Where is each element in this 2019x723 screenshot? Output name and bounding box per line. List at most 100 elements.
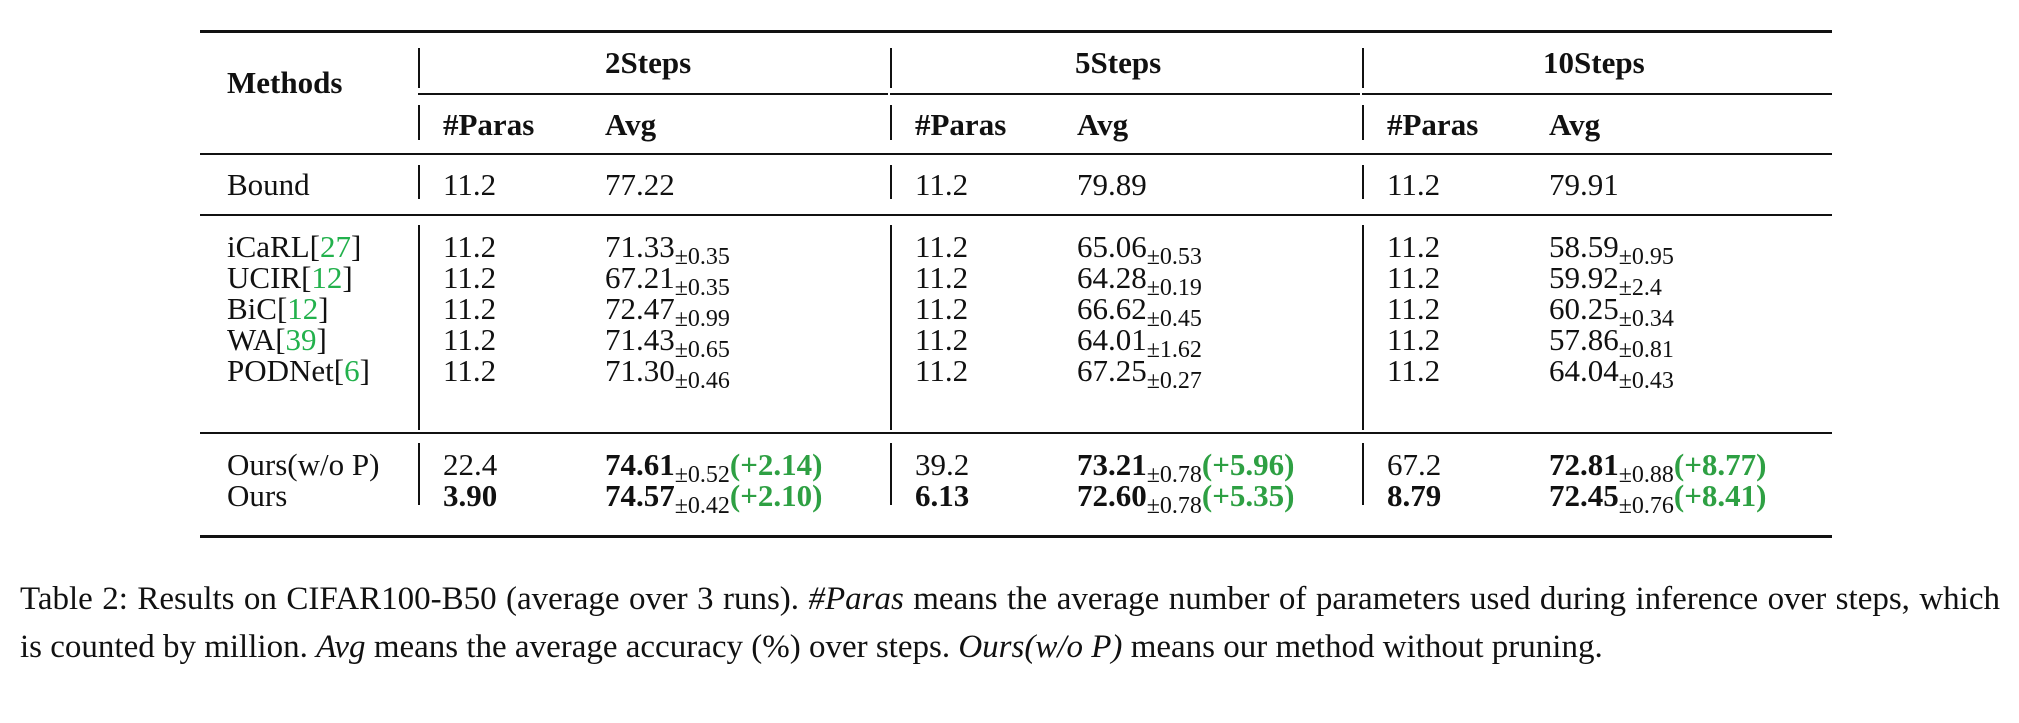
citation-ref: 12 <box>311 260 343 295</box>
cell-value: 3.90 <box>443 478 498 513</box>
cell-std: ±1.62 <box>1146 337 1202 363</box>
cell-value: 11.2 <box>443 229 497 264</box>
bound-avg-2: 77.22 <box>605 167 675 202</box>
cell-std: ±0.53 <box>1146 244 1202 270</box>
column-separator-0-0 <box>418 48 420 88</box>
cell-value: 72.60 <box>1077 478 1147 513</box>
baseline-method-4: PODNet[6] <box>227 353 370 388</box>
results-table: Methods 2Steps 5Steps 10Steps #Paras Avg… <box>200 30 1832 540</box>
ours-method-0: Ours(w/o P) <box>227 447 380 482</box>
cell-std: ±0.27 <box>1146 368 1202 394</box>
method-name: WA <box>227 322 276 357</box>
cell-value: 6.13 <box>915 478 970 513</box>
bound-avg-10: 79.91 <box>1549 167 1619 202</box>
cell-b1-4: 11.2 <box>1387 258 1440 298</box>
baseline-method-0: iCaRL[27] <box>227 229 362 264</box>
cell-o0-0: 22.4 <box>443 445 497 485</box>
cell-std: ±0.78 <box>1146 493 1202 519</box>
cell-value: 8.79 <box>1387 478 1442 513</box>
cell-value: 72.47 <box>605 291 675 326</box>
cell-value: 71.30 <box>605 353 675 388</box>
cell-b0-2: 11.2 <box>915 227 968 267</box>
methods-header: Methods <box>227 65 343 100</box>
cell-o0-1: 74.61±0.52(+2.14) <box>605 445 822 488</box>
column-separator-2-4 <box>1362 443 1364 505</box>
cell-o0-4: 67.2 <box>1387 445 1441 485</box>
caption-text-1: Table 2: Results on CIFAR100-B50 (averag… <box>20 581 809 617</box>
cell-std: ±0.34 <box>1618 306 1674 332</box>
bound-method: Bound <box>227 167 310 202</box>
cell-b0-4: 11.2 <box>1387 227 1440 267</box>
cell-value: 64.01 <box>1077 322 1147 357</box>
cell-b2-5: 60.25±0.34 <box>1549 289 1674 332</box>
cell-b3-3: 64.01±1.62 <box>1077 320 1202 363</box>
cell-b1-3: 64.28±0.19 <box>1077 258 1202 301</box>
cell-value: 58.59 <box>1549 229 1619 264</box>
cell-value: 11.2 <box>1387 260 1441 295</box>
cell-std: ±0.88 <box>1618 462 1674 488</box>
cell-b2-3: 66.62±0.45 <box>1077 289 1202 332</box>
cell-std: ±0.35 <box>674 244 730 270</box>
cell-value: 60.25 <box>1549 291 1619 326</box>
cell-b1-1: 67.21±0.35 <box>605 258 730 301</box>
cell-o1-4: 8.79 <box>1387 476 1441 516</box>
cell-b0-3: 65.06±0.53 <box>1077 227 1202 270</box>
cell-b4-4: 11.2 <box>1387 351 1440 391</box>
cell-delta: (+2.10) <box>729 478 823 513</box>
cell-value: 11.2 <box>915 353 969 388</box>
cell-std: ±0.65 <box>674 337 730 363</box>
cell-std: ±0.42 <box>674 493 730 519</box>
header-rule <box>200 153 1832 155</box>
method-name: BiC <box>227 291 277 326</box>
cell-value: 11.2 <box>915 260 969 295</box>
group-underline-10steps <box>1362 93 1832 95</box>
baseline-method-1: UCIR[12] <box>227 260 353 295</box>
cell-value: 67.21 <box>605 260 675 295</box>
cell-value: 73.21 <box>1077 447 1147 482</box>
caption-text-4: means our method without pruning. <box>1122 629 1603 665</box>
cell-value: 74.61 <box>605 447 675 482</box>
column-separator-1-1 <box>890 105 892 140</box>
cell-value: 57.86 <box>1549 322 1619 357</box>
group-2steps: 2Steps <box>605 45 692 80</box>
column-separator-2-2 <box>1362 165 1364 199</box>
cell-b2-4: 11.2 <box>1387 289 1440 329</box>
sub-avg-10: Avg <box>1549 107 1601 142</box>
citation-ref: 39 <box>285 322 317 357</box>
citation-ref: 12 <box>287 291 319 326</box>
cell-value: 11.2 <box>1387 322 1441 357</box>
cell-o1-1: 74.57±0.42(+2.10) <box>605 476 822 519</box>
cell-b3-5: 57.86±0.81 <box>1549 320 1674 363</box>
column-separator-1-0 <box>890 48 892 88</box>
cell-o0-5: 72.81±0.88(+8.77) <box>1549 445 1766 488</box>
cell-b1-5: 59.92±2.4 <box>1549 258 1662 301</box>
method-name: iCaRL <box>227 229 310 264</box>
cell-std: ±0.46 <box>674 368 730 394</box>
cell-value: 11.2 <box>1387 291 1441 326</box>
column-separator-1-4 <box>890 443 892 505</box>
column-separator-0-1 <box>418 105 420 140</box>
bound-paras-5: 11.2 <box>915 167 969 202</box>
cell-value: 65.06 <box>1077 229 1147 264</box>
cell-o0-2: 39.2 <box>915 445 969 485</box>
cell-o1-2: 6.13 <box>915 476 969 516</box>
sub-paras-10: #Paras <box>1387 107 1479 142</box>
cell-b4-5: 64.04±0.43 <box>1549 351 1674 394</box>
citation-ref: 6 <box>344 353 360 388</box>
column-separator-1-2 <box>890 165 892 199</box>
cell-b0-1: 71.33±0.35 <box>605 227 730 270</box>
cell-value: 66.62 <box>1077 291 1147 326</box>
group-10steps: 10Steps <box>1543 45 1645 80</box>
cell-delta: (+5.96) <box>1201 447 1295 482</box>
baseline-rule <box>200 432 1832 434</box>
cell-std: ±0.43 <box>1618 368 1674 394</box>
cell-value: 11.2 <box>443 260 497 295</box>
cell-delta: (+8.77) <box>1673 447 1767 482</box>
cell-value: 64.04 <box>1549 353 1619 388</box>
cell-b2-0: 11.2 <box>443 289 496 329</box>
cell-value: 59.92 <box>1549 260 1619 295</box>
group-5steps: 5Steps <box>1075 45 1162 80</box>
cell-value: 11.2 <box>443 322 497 357</box>
baseline-method-3: WA[39] <box>227 322 327 357</box>
cell-value: 11.2 <box>443 353 497 388</box>
